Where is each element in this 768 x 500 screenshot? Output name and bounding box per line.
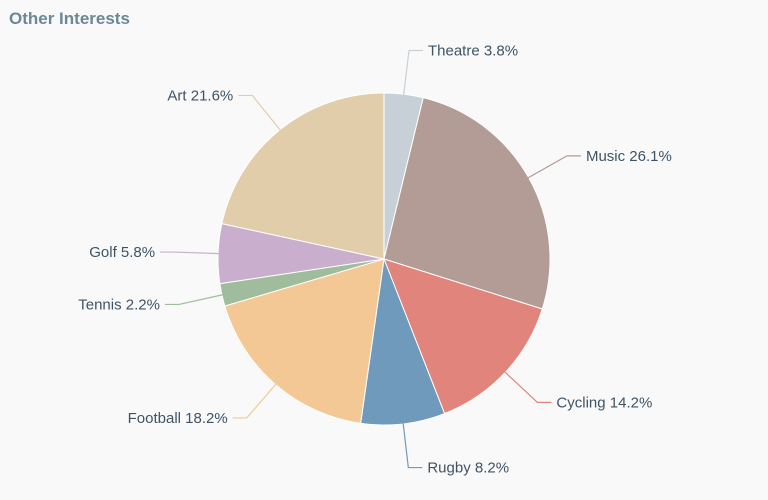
chart-title: Other Interests bbox=[9, 9, 130, 28]
leader-line-golf bbox=[160, 251, 221, 255]
slice-label-tennis: Tennis 2.2% bbox=[78, 296, 160, 313]
leader-line-music bbox=[526, 155, 581, 180]
slice-label-art: Art 21.6% bbox=[167, 87, 233, 104]
slice-label-rugby: Rugby 8.2% bbox=[427, 460, 509, 477]
leader-line-tennis bbox=[164, 293, 225, 306]
leader-lines bbox=[160, 49, 581, 469]
slice-label-golf: Golf 5.8% bbox=[89, 244, 155, 261]
leader-line-rugby bbox=[402, 421, 423, 469]
slice-label-theatre: Theatre 3.8% bbox=[428, 42, 518, 59]
slice-labels: Theatre 3.8% Music 26.1% Cycling 14.2% Rugb… bbox=[78, 42, 672, 476]
leader-line-theatre bbox=[402, 49, 423, 97]
leader-line-football bbox=[232, 382, 278, 419]
pie-slices bbox=[217, 92, 551, 426]
slice-label-music: Music 26.1% bbox=[586, 148, 672, 165]
slice-label-football: Football 18.2% bbox=[128, 410, 228, 427]
slice-label-cycling: Cycling 14.2% bbox=[556, 394, 652, 411]
leader-line-cycling bbox=[503, 370, 552, 403]
leader-line-art bbox=[238, 94, 282, 132]
